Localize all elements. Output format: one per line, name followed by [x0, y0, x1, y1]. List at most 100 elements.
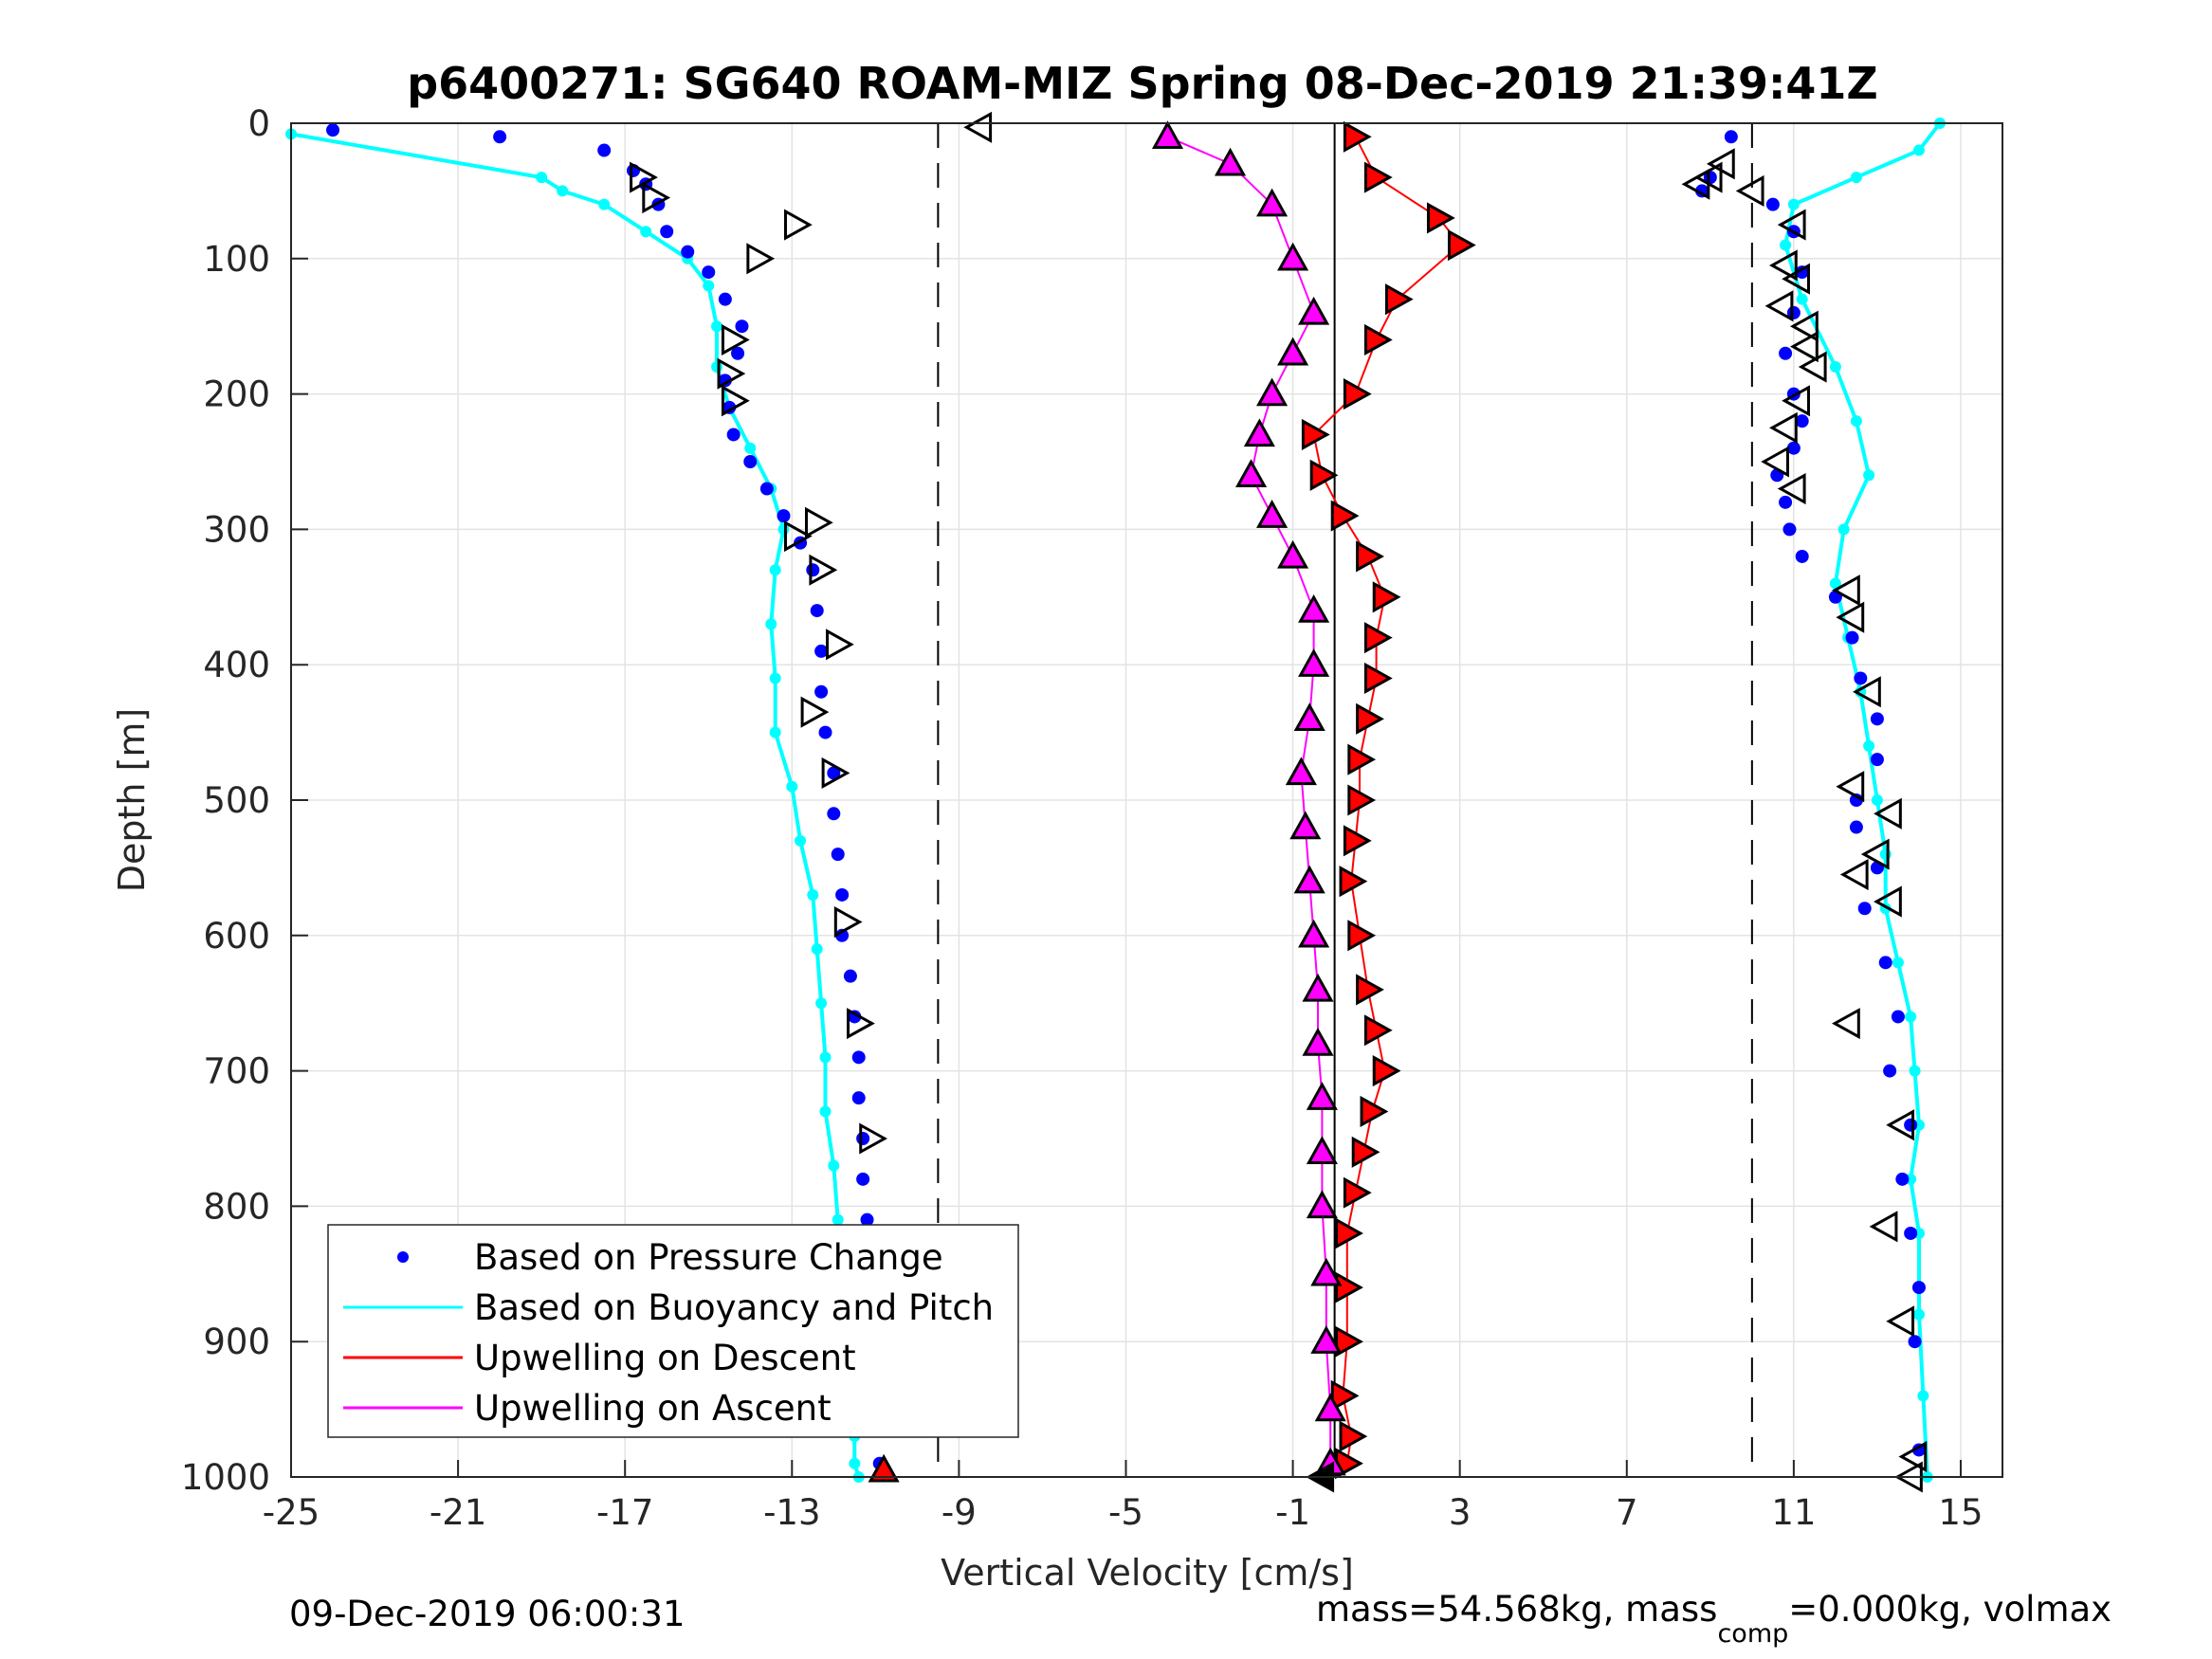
dive-pitch-marker — [746, 243, 776, 275]
pressure-dive-point — [810, 604, 824, 618]
ascent-upwelling-marker — [1277, 539, 1309, 569]
pressure-climb-point — [1857, 902, 1872, 916]
buoyancy-dive-point — [849, 1457, 861, 1469]
climb-pitch-marker — [1836, 601, 1865, 633]
buoyancy-climb-point — [1829, 361, 1841, 374]
pressure-climb-point — [1779, 495, 1793, 509]
descent-upwelling-marker — [1363, 1014, 1393, 1047]
ascent-upwelling-marker — [1302, 1027, 1334, 1056]
descent-upwelling-marker — [1360, 1095, 1389, 1127]
buoyancy-climb-point — [1796, 293, 1808, 305]
pressure-climb-point — [1854, 671, 1868, 685]
pressure-climb-point — [1724, 130, 1738, 144]
dive-pitch-marker — [721, 323, 750, 356]
x-tick-label: -13 — [763, 1492, 820, 1533]
climb-pitch-marker — [1836, 771, 1865, 803]
descent-upwelling-marker — [1356, 702, 1384, 735]
y-tick-label: 400 — [203, 645, 270, 685]
dive-pitch-marker — [847, 1008, 875, 1040]
buoyancy-climb-point — [1871, 794, 1883, 806]
dive-pitch-marker — [859, 1122, 888, 1155]
pressure-climb-point — [1779, 346, 1793, 360]
descent-upwelling-marker — [1343, 1176, 1372, 1209]
pressure-climb-point — [1895, 1172, 1910, 1186]
legend-label: Upwelling on Descent — [474, 1338, 856, 1378]
pressure-climb-point — [1911, 1281, 1926, 1295]
climb-pitch-marker — [1789, 310, 1819, 342]
pressure-dive-point — [851, 1050, 866, 1065]
climb-pitch-marker — [1874, 797, 1902, 830]
buoyancy-dive-point — [795, 834, 807, 847]
pressure-dive-point — [759, 482, 774, 496]
buoyancy-climb-point — [1829, 577, 1841, 590]
pressure-climb-point — [1908, 1335, 1922, 1349]
ascent-upwelling-marker — [1298, 919, 1330, 948]
y-tick-label: 500 — [203, 780, 270, 821]
buoyancy-climb-point — [1863, 739, 1875, 752]
descent-upwelling-marker — [1356, 540, 1384, 573]
descent-upwelling-marker — [1447, 228, 1476, 262]
y-tick-label: 800 — [203, 1186, 270, 1227]
climb-pitch-marker — [1761, 446, 1789, 478]
buoyancy-dive-point — [819, 1105, 832, 1118]
pressure-climb-point — [1782, 522, 1797, 537]
dive-pitch-marker — [717, 357, 746, 390]
pressure-dive-point — [702, 265, 716, 280]
x-tick-label: -1 — [1275, 1492, 1310, 1533]
climb-pitch-marker — [1869, 1211, 1898, 1243]
descent-upwelling-marker — [1363, 323, 1393, 356]
pressure-climb-point — [1849, 820, 1863, 834]
buoyancy-climb-point — [1892, 957, 1904, 969]
descent-upwelling-marker — [1363, 622, 1393, 654]
pressure-dive-point — [726, 428, 740, 442]
buoyancy-climb-point — [1780, 239, 1792, 251]
ascent-upwelling-marker — [1306, 1082, 1338, 1110]
pressure-dive-point — [860, 1212, 874, 1227]
pressure-climb-point — [1765, 197, 1780, 211]
footer-timestamp: 09-Dec-2019 06:00:31 — [289, 1594, 685, 1634]
legend-label: Upwelling on Ascent — [474, 1388, 832, 1429]
descent-upwelling-marker — [1347, 784, 1377, 816]
descent-upwelling-marker — [1343, 825, 1372, 857]
descent-upwelling-marker — [1335, 1325, 1363, 1358]
y-tick-label: 300 — [203, 509, 270, 550]
pressure-dive-point — [806, 563, 820, 577]
descent-upwelling-marker — [1343, 120, 1372, 153]
pressure-dive-point — [743, 455, 758, 468]
pressure-dive-point — [835, 887, 850, 902]
descent-upwelling-marker — [1426, 202, 1455, 234]
ascent-upwelling-marker — [1151, 120, 1184, 149]
climb-pitch-marker — [1832, 1008, 1860, 1040]
descent-upwelling-marker — [1384, 283, 1414, 316]
pressure-dive-point — [493, 130, 507, 144]
data-layer — [285, 111, 1946, 1493]
y-tick-label: 900 — [203, 1322, 270, 1362]
buoyancy-climb-point — [1879, 848, 1892, 861]
descent-upwelling-marker — [1309, 459, 1339, 491]
pressure-climb-point — [1878, 956, 1892, 970]
descent-upwelling-marker — [1339, 1420, 1368, 1452]
climb-pitch-marker — [1782, 263, 1810, 295]
dive-pitch-marker — [642, 181, 671, 214]
x-tick-label: -5 — [1108, 1492, 1143, 1533]
climb-pitch-marker — [1735, 174, 1764, 207]
y-tick-label: 0 — [247, 103, 270, 144]
buoyancy-dive-point — [828, 1159, 840, 1172]
dive-pitch-marker — [833, 905, 863, 939]
x-tick-label: 15 — [1938, 1492, 1983, 1533]
buoyancy-dive-point — [536, 172, 548, 184]
climb-pitch-marker — [1777, 209, 1806, 241]
pressure-dive-point — [597, 143, 612, 157]
buoyancy-dive-point — [769, 672, 781, 684]
descent-upwelling-marker — [1343, 378, 1372, 410]
buoyancy-dive-point — [598, 198, 611, 210]
buoyancy-dive-point — [640, 226, 652, 238]
end-dive-marker — [868, 1453, 900, 1483]
buoyancy-climb-point — [1917, 1390, 1929, 1402]
ascent-upwelling-marker — [1214, 147, 1247, 176]
descent-upwelling-marker — [1301, 418, 1330, 450]
descent-upwelling-marker — [1356, 974, 1384, 1006]
x-axis-ticks: -25 -21 -17 -13 -9 -5 -1 3 7 11 15 — [263, 1460, 1983, 1533]
climb-pitch-marker — [1853, 676, 1881, 708]
climb-pitch-marker — [1681, 168, 1710, 200]
